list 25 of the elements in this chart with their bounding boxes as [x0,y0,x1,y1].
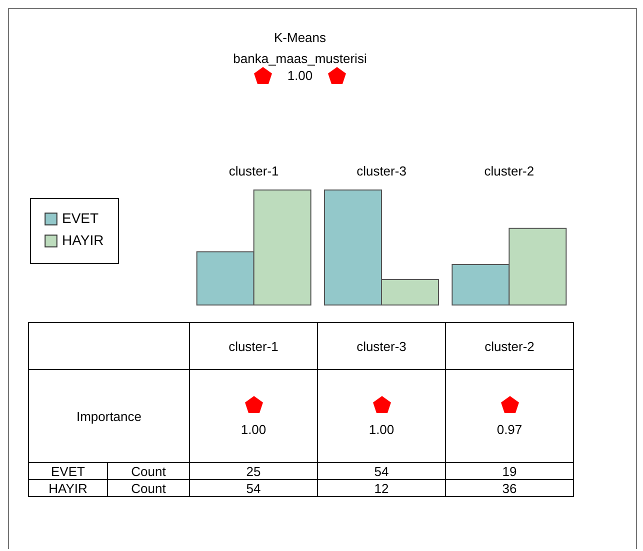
legend-label: EVET [62,210,100,226]
category-label: cluster-3 [356,164,406,178]
data-label: 25 [190,462,318,480]
data-label: 54 [190,480,318,496]
chart-subtitle: banka_maas_musterisi [232,51,368,66]
data-label: 54 [318,462,446,480]
text: HAYIR [48,480,88,496]
data-label: 19 [446,462,574,480]
text: EVET [51,464,85,478]
text: Count [108,462,190,480]
text: 1.00 [240,422,268,437]
text: 0.97 [496,422,524,437]
category-label: cluster-2 [484,164,534,178]
chart-title: K-Means [272,30,328,45]
x-tick-label: cluster-3 [318,322,446,370]
legend-label: HAYIR [62,232,104,248]
text: 1.00 [368,422,396,437]
text: Importance [28,370,190,462]
data-label: 12 [318,480,446,496]
text: Count [131,480,166,496]
x-tick-label: cluster-2 [446,322,574,370]
category-label: cluster-1 [228,164,279,178]
data-label: 36 [446,480,574,496]
text: 1.00 [287,68,313,83]
x-tick-label: cluster-1 [190,322,318,370]
